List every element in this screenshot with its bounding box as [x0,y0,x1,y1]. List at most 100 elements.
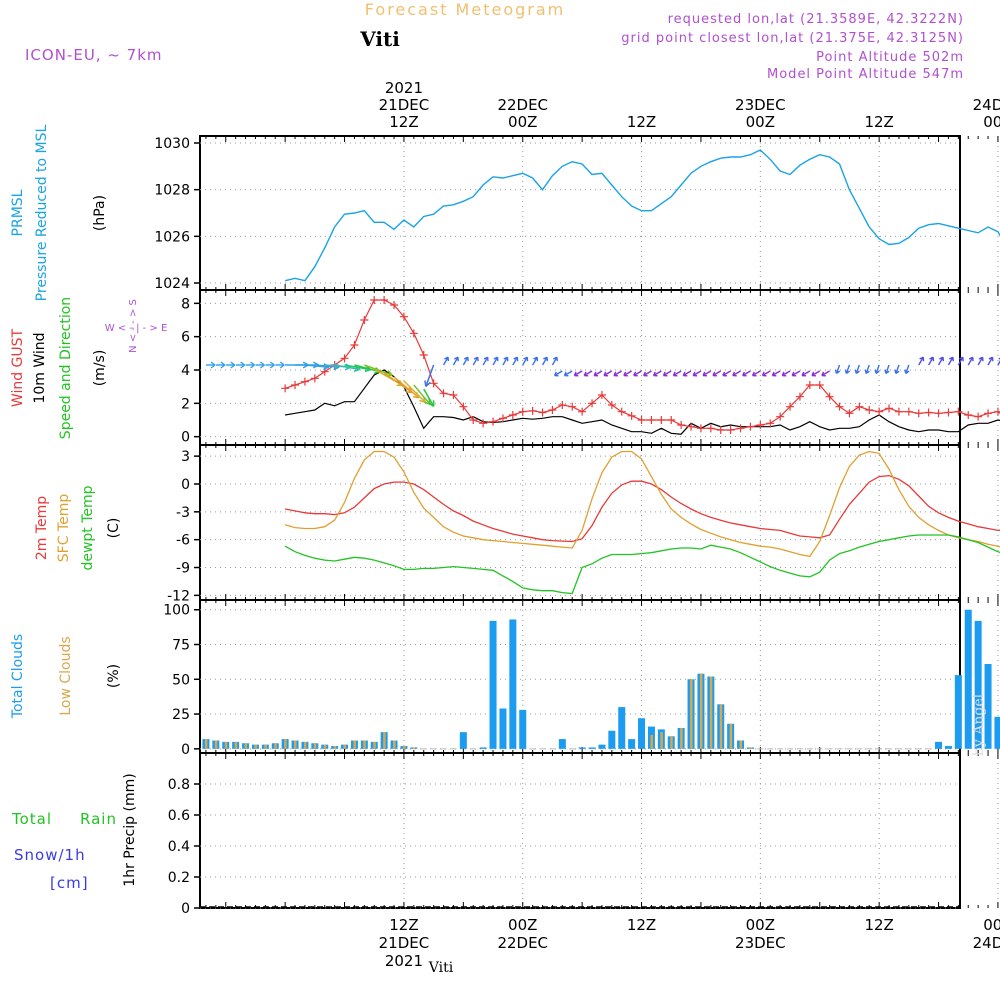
wind-arrow [472,356,479,366]
y-tick-label: 0.8 [168,777,190,793]
cloud-bar-total [954,675,962,749]
gust-marker [429,379,438,388]
cloud-bar-low [383,732,386,749]
cloud-bar-low [393,740,396,749]
y-tick-label: -12 [167,588,190,604]
wind-arrow [682,370,692,377]
gust-line [284,299,1000,431]
wind-arrow [554,370,563,377]
wind-arrow-head [513,356,519,362]
gust-marker [726,426,735,434]
gust-marker [449,391,458,399]
wind-arrow [482,356,489,366]
gust-marker [281,384,290,393]
wind-arrow [762,370,771,377]
wind-arrow [564,370,573,377]
wind-arrow-head [553,371,559,377]
gust-marker [548,406,557,414]
cloud-bar-low [650,734,653,749]
wind-arrow [791,370,801,377]
time-label-top: 2021 [385,79,423,97]
time-label-bottom: 2021 [385,952,423,970]
gust-marker [637,416,646,424]
wind-arrow-head [834,369,841,375]
cloud-bar-total [994,716,1000,749]
wind-arrow [653,370,662,377]
wind-arrow [393,376,420,399]
gust-marker [835,402,844,411]
cloud-bar-low [284,739,287,749]
wind-arrow-head [623,371,628,377]
wind-arrow-head [692,371,698,377]
wind-arrow [722,370,731,377]
ylabel-unit-c: (C) [106,518,122,539]
y-tick-label: 1024 [154,276,190,292]
y-tick-label: 0 [181,477,190,493]
wind-arrow-head [821,371,826,377]
wind-arrow [452,356,459,366]
cloud-bar-total [984,663,992,749]
wind-arrow-head [761,371,767,377]
cloud-bar-low [254,744,257,749]
gust-marker [419,351,428,359]
wind-arrow [875,364,880,374]
time-axis-bottom: 12Z21DEC202100Z22DEC12Z00Z23DEC12Z00Z24D… [379,916,1000,970]
gust-marker [964,411,973,419]
gust-marker [904,407,913,416]
cloud-bar-low [294,740,297,749]
wind-arrow [712,370,722,377]
wind-arrow [732,370,741,377]
ylabel-total-clouds: Total Clouds [10,634,26,719]
time-label-top: 00Z [746,113,775,131]
wind-arrow-head [672,371,678,377]
wind-arrow-head [279,361,285,369]
cloud-bar-low [699,673,703,749]
y-tick-label: -3 [176,505,190,521]
gust-marker [845,409,854,418]
time-label-top: 12Z [389,113,418,131]
gust-marker [736,424,745,433]
wind-arrow [997,360,1000,366]
chart-title: Forecast Meteogram [365,0,565,19]
wind-arrow-head [503,356,509,362]
wind-arrow-head [543,356,549,362]
cloud-bar-low [680,727,683,749]
y-tick-label: 6 [181,330,190,346]
location-title: Viti [359,27,400,51]
ylabel-rain: Rain [80,810,117,828]
wind-arrow-head [210,361,216,369]
wind-arrow-head [854,369,860,375]
time-label-top: 22DEC [497,96,548,114]
gust-marker [498,414,507,423]
y-tick-label: -9 [176,561,190,577]
y-tick-label: 2 [181,396,190,412]
gust-marker [657,416,666,424]
ylabel-gust: Wind GUST [10,328,26,407]
y-tick-label: 0 [181,742,190,758]
ylabel-pressure: Pressure Reduced to MSL [34,124,50,301]
gust-marker [934,409,943,418]
wind-arrow [865,364,870,374]
wind-arrow-head [563,371,569,377]
gust-marker [390,301,399,309]
cloud-bar-low [264,744,267,749]
y-tick-label: 1026 [154,229,190,245]
gust-marker [469,416,478,424]
gust-marker [974,412,983,421]
gust-marker [340,354,349,363]
wind-arrow [541,356,548,366]
cloud-bar-low [323,744,327,749]
wind-arrow [855,364,860,374]
wind-arrow-head [894,369,900,375]
cloud-bar-total [558,739,566,749]
wind-arrow-head [742,371,747,377]
wind-arrow-head [444,356,450,362]
gust-marker [508,411,517,419]
wind-arrow [781,370,791,377]
wind-arrow-head [613,371,618,377]
gust-marker [696,424,705,433]
wind-arrow-head [473,356,479,362]
y-tick-label: 1030 [154,136,190,152]
cloud-bar-low [234,741,238,749]
y-tick-label: 4 [181,363,190,379]
